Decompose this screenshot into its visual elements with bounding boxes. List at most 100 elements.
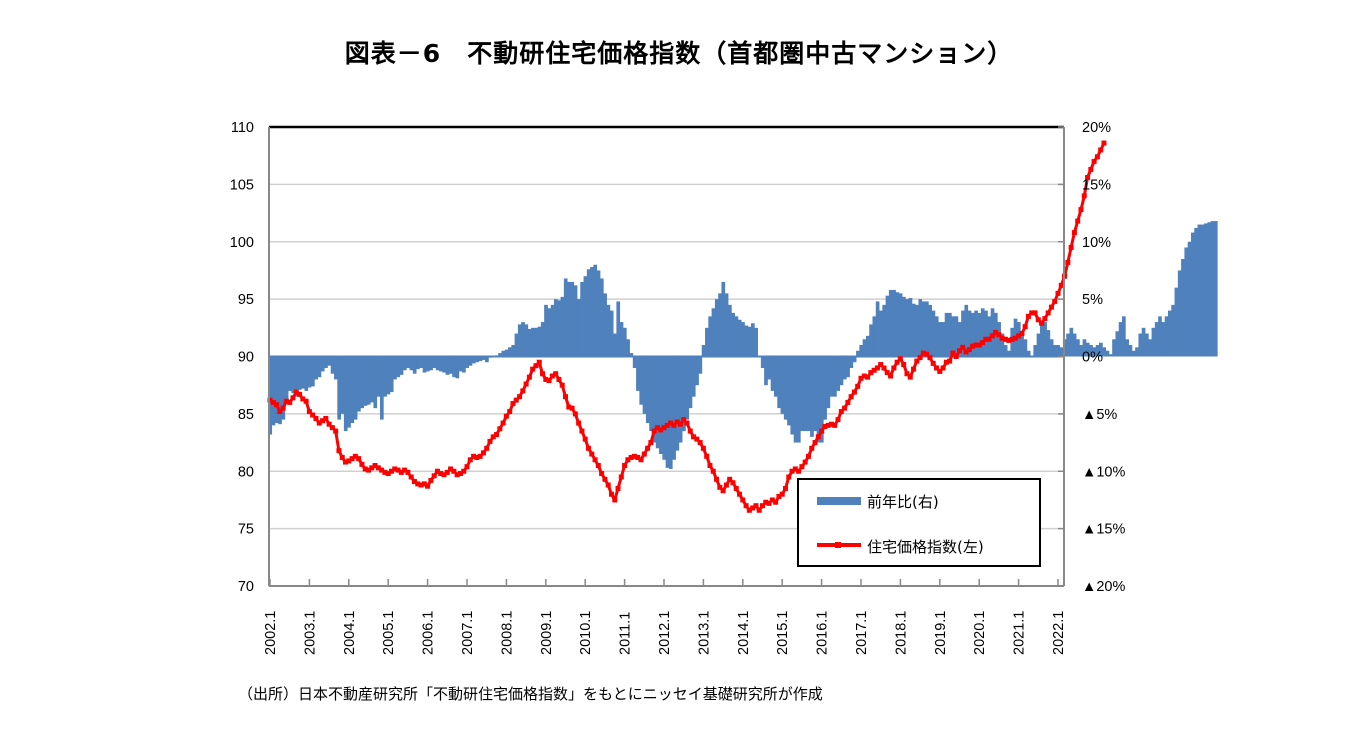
price-index-marker	[947, 358, 953, 364]
price-index-marker	[388, 468, 394, 474]
price-index-marker	[323, 415, 329, 421]
yoy-bar	[311, 356, 315, 387]
price-index-marker	[681, 417, 687, 423]
price-index-marker	[444, 469, 450, 475]
yoy-bar	[1056, 345, 1061, 357]
right-tick-label: ▲20%	[1082, 579, 1125, 595]
yoy-bar	[399, 356, 404, 375]
x-axis-ticks: 2002.1 2003.1 2004.1 2005.1 2006.1 2007.1 2008…	[263, 579, 1067, 655]
yoy-bar	[340, 356, 345, 414]
price-index-marker	[405, 469, 411, 475]
price-index-marker	[339, 454, 345, 460]
price-index-marker	[1006, 337, 1012, 343]
yoy-bar	[288, 356, 292, 391]
price-index-marker	[533, 363, 539, 369]
yoy-bar	[576, 299, 581, 357]
yoy-bar	[911, 303, 916, 357]
yoy-bar	[810, 356, 814, 437]
price-index-marker	[904, 371, 910, 377]
yoy-bar	[314, 356, 319, 380]
price-index-marker	[730, 480, 736, 486]
yoy-bar	[1108, 354, 1113, 357]
yoy-bar	[826, 356, 831, 409]
yoy-bar	[416, 356, 420, 370]
price-index-marker	[658, 427, 664, 433]
price-index-marker	[1012, 335, 1018, 341]
price-index-marker	[1016, 333, 1022, 339]
yoy-bar	[406, 356, 410, 368]
price-index-marker	[434, 468, 440, 474]
yoy-bar	[544, 304, 548, 357]
price-index-marker	[1088, 166, 1094, 172]
price-index-marker	[983, 336, 989, 342]
yoy-bar	[629, 353, 634, 357]
yoy-bar	[806, 356, 811, 432]
price-index-marker	[513, 397, 519, 403]
price-index-marker	[789, 468, 795, 474]
price-index-marker	[694, 436, 700, 442]
price-index-marker	[320, 418, 326, 424]
yoy-bar	[540, 322, 545, 357]
yoy-bar	[642, 356, 647, 414]
yoy-bar	[819, 356, 824, 443]
yoy-bar	[1020, 331, 1024, 357]
yoy-bar	[1046, 330, 1051, 357]
price-index-marker	[510, 401, 516, 407]
yoy-bar	[1118, 322, 1123, 357]
yoy-bar	[1187, 241, 1192, 357]
x-tick-label: 2006.1	[421, 611, 437, 655]
yoy-bar	[898, 293, 903, 357]
price-index-marker	[970, 343, 976, 349]
yoy-bar	[734, 316, 739, 357]
price-index-marker	[490, 434, 496, 440]
left-tick-label: 105	[230, 177, 254, 193]
right-axis-ticks: ▲20% ▲15% ▲10% ▲5% 0% 5% 10% 15% 20%	[1058, 120, 1125, 595]
yoy-bar	[1023, 339, 1028, 357]
price-index-marker	[369, 465, 375, 471]
price-index-marker	[723, 482, 729, 488]
yoy-bar	[304, 356, 309, 391]
price-index-marker	[297, 391, 303, 397]
yoy-bar	[567, 281, 571, 357]
yoy-bar	[767, 356, 772, 380]
price-index-marker	[907, 374, 913, 380]
right-tick-label: ▲5%	[1082, 407, 1117, 423]
price-index-marker	[799, 464, 805, 470]
price-index-marker	[996, 332, 1002, 338]
yoy-bar	[1092, 347, 1097, 357]
price-index-marker	[480, 450, 486, 456]
yoy-bar	[396, 356, 401, 378]
price-index-marker	[471, 453, 477, 459]
yoy-bar	[751, 323, 755, 357]
price-index-marker	[362, 466, 368, 472]
x-tick-label: 2017.1	[854, 611, 870, 655]
yoy-bar	[429, 356, 433, 371]
price-index-marker	[1009, 336, 1015, 342]
yoy-bar	[619, 322, 624, 357]
yoy-bar	[504, 349, 509, 357]
yoy-bar	[744, 325, 749, 357]
price-index-marker	[1071, 230, 1077, 236]
price-index-marker	[838, 409, 844, 415]
yoy-bar	[948, 312, 952, 357]
yoy-bar	[1135, 347, 1139, 357]
right-tick-label: 0%	[1082, 350, 1103, 366]
price-index-marker	[976, 342, 982, 348]
yoy-bar	[580, 281, 584, 357]
price-index-marker	[953, 354, 959, 359]
price-index-marker	[687, 428, 693, 434]
price-index-marker	[283, 398, 289, 404]
yoy-bar	[1099, 342, 1103, 357]
price-index-marker	[280, 405, 286, 411]
price-index-marker	[454, 472, 460, 478]
left-axis-ticks: 70 75 80 85 90 95 100 105 110	[230, 120, 254, 595]
yoy-bar	[1059, 347, 1064, 357]
price-index-marker	[467, 457, 473, 463]
price-index-marker	[638, 457, 644, 463]
yoy-bar	[317, 356, 322, 378]
price-index-marker	[805, 453, 811, 459]
price-index-marker	[270, 399, 276, 405]
price-index-marker	[779, 491, 785, 497]
price-index-marker	[408, 474, 414, 480]
yoy-bar	[905, 299, 910, 357]
